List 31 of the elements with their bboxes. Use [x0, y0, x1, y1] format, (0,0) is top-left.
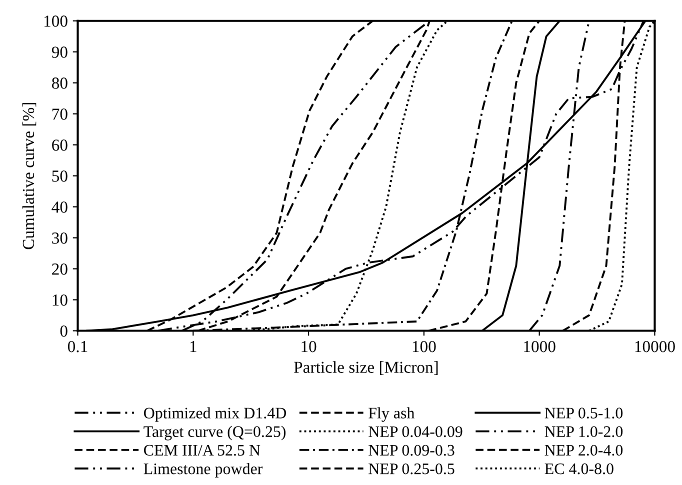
legend-label: Optimized mix D1.4D [144, 407, 286, 422]
y-tick-label: 40 [52, 202, 68, 213]
legend-label: Limestone powder [144, 462, 263, 478]
y-tick-label: 80 [52, 78, 68, 89]
y-tick-label: 70 [52, 108, 68, 120]
legend-label: Fly ash [368, 407, 414, 422]
x-tick-label: 100 [412, 340, 436, 352]
legend-label: CEM III/A 52.5 N [144, 444, 260, 456]
y-tick-label: 100 [44, 16, 68, 27]
legend-label: NEP 0.25-0.5 [368, 463, 454, 474]
y-tick-label: 60 [52, 140, 68, 151]
y-axis-title: Cumulative curve [%] [22, 103, 36, 250]
legend-label: NEP 0.5-1.0 [544, 408, 623, 419]
legend-label: NEP 1.0-2.0 [544, 426, 623, 438]
legend-label: EC 4.0-8.0 [544, 463, 614, 474]
x-tick-label: 1000 [524, 340, 556, 352]
legend-label: NEP 0.09-0.3 [368, 444, 454, 456]
y-tick-label: 20 [52, 263, 68, 275]
legend-label: NEP 0.04-0.09 [368, 426, 462, 438]
y-tick-label: 0 [60, 325, 68, 337]
y-tick-label: 30 [52, 232, 68, 244]
y-tick-label: 10 [52, 294, 68, 306]
x-axis-title: Particle size [Micron] [294, 361, 438, 375]
x-tick-label: 10000 [635, 340, 675, 352]
legend-label: Target curve (Q=0.25) [144, 426, 286, 440]
y-tick-label: 90 [52, 46, 68, 58]
legend-label: NEP 2.0-4.0 [544, 444, 623, 456]
x-tick-label: 0.1 [68, 340, 88, 352]
x-tick-label: 1 [190, 341, 196, 352]
x-tick-label: 10 [302, 340, 316, 352]
y-tick-label: 50 [52, 170, 68, 182]
